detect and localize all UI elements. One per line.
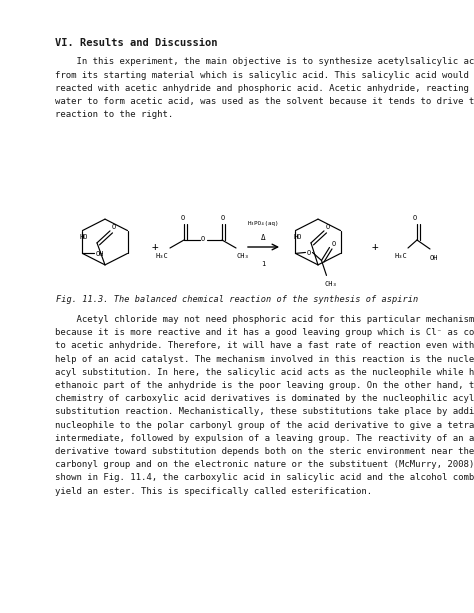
- Text: O: O: [413, 215, 417, 221]
- Text: intermediate, followed by expulsion of a leaving group. The reactivity of an aci: intermediate, followed by expulsion of a…: [55, 434, 474, 443]
- Text: ethanoic part of the anhydride is the poor leaving group. On the other hand, the: ethanoic part of the anhydride is the po…: [55, 381, 474, 390]
- Text: carbonyl group and on the electronic nature or the substituent (McMurry, 2008). : carbonyl group and on the electronic nat…: [55, 460, 474, 469]
- Text: from its starting material which is salicylic acid. This salicylic acid would th: from its starting material which is sali…: [55, 70, 474, 80]
- Text: reacted with acetic anhydride and phosphoric acid. Acetic anhydride, reacting wi: reacted with acetic anhydride and phosph…: [55, 84, 474, 93]
- Text: O: O: [181, 215, 185, 221]
- Text: Fig. 11.3. The balanced chemical reaction of the synthesis of aspirin: Fig. 11.3. The balanced chemical reactio…: [56, 295, 418, 304]
- Text: acyl substitution. In here, the salicylic acid acts as the nucleophile while hal: acyl substitution. In here, the salicyli…: [55, 368, 474, 377]
- Text: O: O: [307, 251, 311, 256]
- Text: O: O: [331, 242, 336, 248]
- Text: because it is more reactive and it has a good leaving group which is Cl⁻ as comp: because it is more reactive and it has a…: [55, 328, 474, 337]
- Text: shown in Fig. 11.4, the carboxylic acid in salicylic acid and the alcohol combin: shown in Fig. 11.4, the carboxylic acid …: [55, 473, 474, 482]
- Text: 1: 1: [261, 261, 265, 267]
- Text: VI. Results and Discussion: VI. Results and Discussion: [55, 38, 218, 48]
- Text: water to form acetic acid, was used as the solvent because it tends to drive the: water to form acetic acid, was used as t…: [55, 97, 474, 106]
- Text: chemistry of carboxylic acid derivatives is dominated by the nucleophilic acyl: chemistry of carboxylic acid derivatives…: [55, 394, 474, 403]
- Text: help of an acid catalyst. The mechanism involved in this reaction is the nucleop: help of an acid catalyst. The mechanism …: [55, 354, 474, 364]
- Text: H₃C: H₃C: [394, 253, 407, 259]
- Text: to acetic anhydride. Therefore, it will have a fast rate of reaction even withou: to acetic anhydride. Therefore, it will …: [55, 341, 474, 351]
- Text: HO: HO: [293, 234, 301, 240]
- Text: Δ: Δ: [261, 234, 266, 243]
- Text: Acetyl chloride may not need phosphoric acid for this particular mechanism: Acetyl chloride may not need phosphoric …: [55, 315, 474, 324]
- Text: H₃PO₄(aq): H₃PO₄(aq): [248, 221, 279, 226]
- Text: O: O: [112, 224, 116, 230]
- Text: HO: HO: [79, 234, 88, 240]
- Text: reaction to the right.: reaction to the right.: [55, 110, 173, 119]
- Text: substitution reaction. Mechanistically, these substitutions take place by additi: substitution reaction. Mechanistically, …: [55, 408, 474, 416]
- Text: H₃C: H₃C: [156, 253, 169, 259]
- Text: O: O: [326, 224, 330, 230]
- Text: OH: OH: [95, 251, 104, 257]
- Text: CH₃: CH₃: [236, 253, 249, 259]
- Text: OH: OH: [430, 255, 438, 261]
- Text: yield an ester. This is specifically called esterification.: yield an ester. This is specifically cal…: [55, 487, 372, 495]
- Text: O: O: [201, 236, 205, 242]
- Text: nucleophile to the polar carbonyl group of the acid derivative to give a tetrahe: nucleophile to the polar carbonyl group …: [55, 421, 474, 430]
- Text: +: +: [152, 242, 158, 252]
- Text: In this experiment, the main objective is to synthesize acetylsalicylic acid: In this experiment, the main objective i…: [55, 58, 474, 66]
- Text: +: +: [372, 242, 378, 252]
- Text: O: O: [221, 215, 225, 221]
- Text: CH₃: CH₃: [325, 281, 337, 287]
- Text: derivative toward substitution depends both on the steric environment near the: derivative toward substitution depends b…: [55, 447, 474, 456]
